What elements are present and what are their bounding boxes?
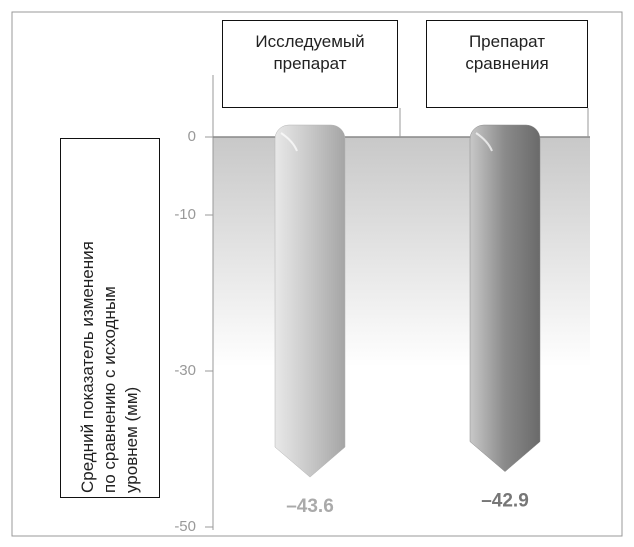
value-label: –42.9 [481, 491, 529, 512]
bar-curl [475, 132, 493, 152]
y-tick-label: 0 [188, 128, 196, 145]
bar-curl [280, 132, 298, 152]
y-tick-label: -30 [174, 362, 196, 379]
category-label: Исследуемый препарат [222, 20, 398, 108]
bar [469, 124, 541, 472]
y-label: Средний показатель изменения по сравнени… [78, 241, 141, 493]
frame [11, 11, 623, 537]
bar [274, 124, 346, 478]
category-label: Препарат сравнения [426, 20, 588, 108]
value-label: –43.6 [286, 496, 334, 517]
y-tick-label: -10 [174, 206, 196, 223]
y-tick-label: -50 [174, 518, 196, 535]
y-label-box: Средний показатель изменения по сравнени… [60, 138, 160, 498]
